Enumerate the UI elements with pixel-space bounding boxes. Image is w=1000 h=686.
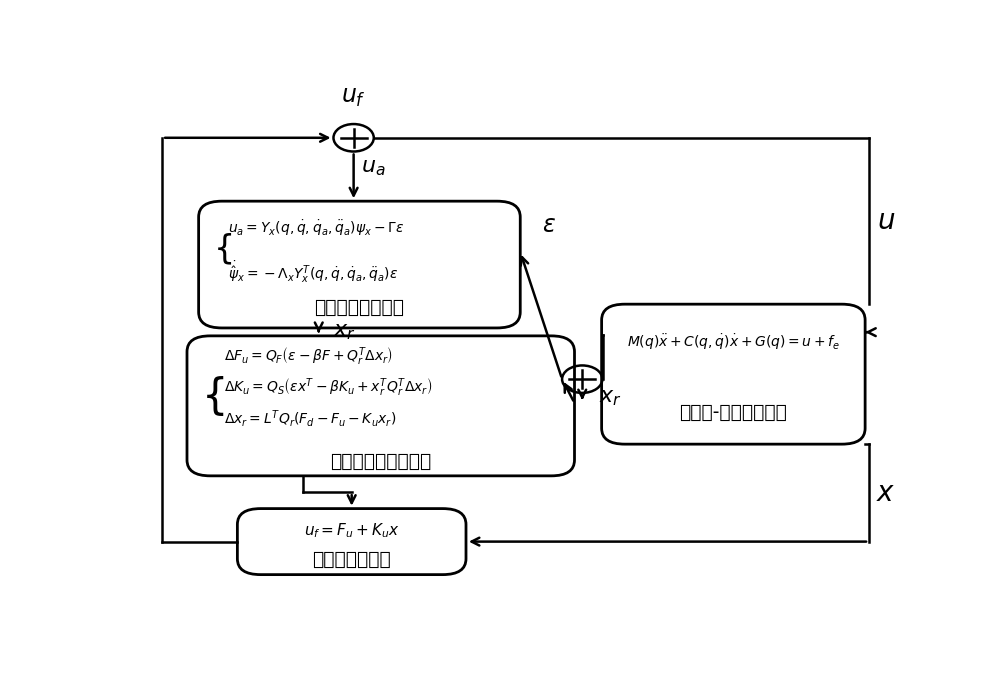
FancyBboxPatch shape [237,508,466,575]
Text: $x_r$: $x_r$ [599,388,622,408]
Text: $u_f$: $u_f$ [341,85,366,109]
Text: $u$: $u$ [877,207,895,235]
Text: $u_a$: $u_a$ [361,158,386,178]
Text: $M(q)\ddot{x}+C(q,\dot{q})\dot{x}+G(q)=u+f_e$: $M(q)\ddot{x}+C(q,\dot{q})\dot{x}+G(q)=u… [627,332,840,352]
Text: $u_f = F_u + K_u x$: $u_f = F_u + K_u x$ [304,521,400,540]
Text: 参考轨迹迭代自适应: 参考轨迹迭代自适应 [330,451,431,471]
Text: $\{$: $\{$ [201,374,224,418]
FancyBboxPatch shape [199,201,520,328]
Text: $\Delta x_r = L^T Q_r\left(F_d - F_u - K_u x_r\right)$: $\Delta x_r = L^T Q_r\left(F_d - F_u - K… [224,407,397,429]
Text: $u_a = Y_x(q,\dot{q},\dot{q}_a,\ddot{q}_a)\psi_x - \Gamma\varepsilon$: $u_a = Y_x(q,\dot{q},\dot{q}_a,\ddot{q}_… [228,219,404,239]
Text: $\Delta K_u = Q_S\left(\varepsilon x^T - \beta K_u + x_r^T Q_r^T\Delta x_r\right: $\Delta K_u = Q_S\left(\varepsilon x^T -… [224,377,433,399]
Text: $\{$: $\{$ [213,232,232,267]
Text: $x$: $x$ [876,479,896,507]
FancyBboxPatch shape [602,304,865,444]
Text: $x_r$: $x_r$ [333,322,356,342]
Text: 接触力模型补偿: 接触力模型补偿 [312,550,391,569]
Text: 自适应动力学补偿: 自适应动力学补偿 [314,298,404,318]
FancyBboxPatch shape [187,336,574,476]
Text: $\varepsilon$: $\varepsilon$ [542,213,556,237]
Text: 机器人-环境交互模型: 机器人-环境交互模型 [679,403,787,422]
Text: $\Delta F_u = Q_F\left(\varepsilon - \beta F + Q_r^T\Delta x_r\right)$: $\Delta F_u = Q_F\left(\varepsilon - \be… [224,346,393,368]
Text: $\dot{\hat{\psi}}_x = -\Lambda_x Y_x^T(q,\dot{q},\dot{q}_a,\ddot{q}_a)\varepsilo: $\dot{\hat{\psi}}_x = -\Lambda_x Y_x^T(q… [228,259,398,285]
